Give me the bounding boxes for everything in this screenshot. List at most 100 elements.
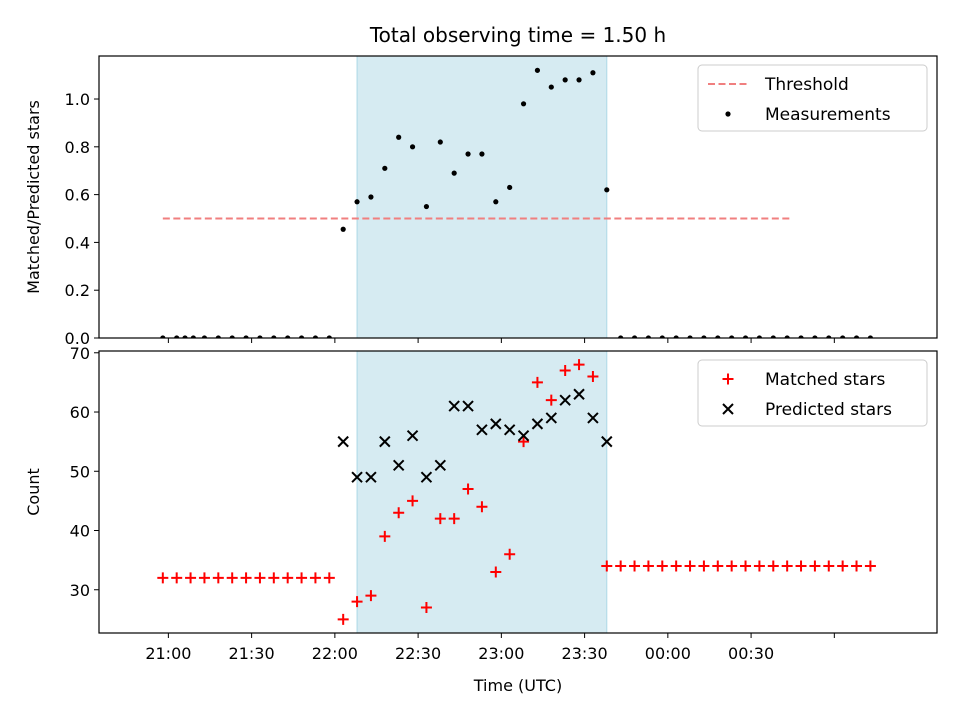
matched-star-point <box>157 572 169 584</box>
x-tick-label: 00:30 <box>728 644 774 663</box>
measurement-point <box>285 335 291 338</box>
matched-star-point <box>684 560 696 572</box>
measurement-point <box>784 335 790 338</box>
measurement-point <box>618 335 624 338</box>
x-tick-label: 21:30 <box>229 644 275 663</box>
predicted-star-point <box>517 430 530 442</box>
measurement-point <box>437 139 443 145</box>
measurement-point <box>631 335 638 338</box>
measurement-point <box>840 335 846 338</box>
series-matched-stars <box>157 359 876 625</box>
legend-entry-label: Predicted stars <box>765 400 892 420</box>
matched-star-point <box>601 560 613 572</box>
ratio-y-tick-label: 0.4 <box>65 233 90 252</box>
count-y-axis-label: Count <box>24 468 43 516</box>
predicted-star-point <box>601 435 613 448</box>
predicted-star-point <box>434 459 447 472</box>
plot-area <box>157 351 876 633</box>
predicted-star-point <box>351 471 363 483</box>
x-tick-label: 23:00 <box>478 644 524 663</box>
legend-entry-label: Threshold <box>764 75 849 95</box>
measurement-point <box>298 335 305 338</box>
matched-star-point <box>656 560 668 572</box>
matched-star-point <box>323 572 335 584</box>
measurement-point <box>326 335 332 338</box>
measurement-point <box>604 187 610 193</box>
measurement-point <box>340 226 346 232</box>
matched-star-point <box>767 560 779 572</box>
series-predicted-stars <box>337 388 613 483</box>
matched-star-point <box>393 507 405 519</box>
matched-star-point <box>587 370 599 382</box>
series-measurements <box>160 67 874 338</box>
matched-star-point <box>420 602 432 614</box>
matched-star-point <box>268 572 280 584</box>
measurement-point <box>312 335 319 338</box>
measurement-point <box>229 335 235 338</box>
matched-star-point <box>712 560 724 572</box>
predicted-star-point <box>462 400 474 412</box>
legend-box <box>697 64 928 132</box>
matched-star-point <box>476 501 488 513</box>
matched-star-point <box>171 572 183 584</box>
matched-star-point <box>573 359 585 371</box>
ratio-panel: 0.0 0.2 0.4 0.6 0.8 1.0 Matched/Predicted star… <box>24 55 938 348</box>
predicted-star-point <box>503 424 516 436</box>
matched-star-point <box>407 495 419 507</box>
ratio-y-axis-label: Matched/Predicted stars <box>24 100 43 294</box>
observing-span <box>357 56 607 338</box>
measurement-point <box>729 335 735 338</box>
matched-star-point <box>670 560 682 572</box>
matched-star-point <box>226 572 238 584</box>
matched-star-point <box>282 572 294 584</box>
measurement-point <box>659 335 665 338</box>
measurement-point <box>409 144 416 150</box>
matched-star-point <box>531 376 543 388</box>
count-y-tick-label: 70 <box>70 344 90 363</box>
ratio-y-tick-label: 0.6 <box>65 186 90 205</box>
matched-star-point <box>434 513 446 525</box>
ratio-y-tick-label: 1.0 <box>65 90 90 109</box>
matched-star-point <box>753 560 765 572</box>
legend-entry-label: Matched stars <box>765 370 885 390</box>
predicted-star-point <box>406 430 419 442</box>
predicted-star-point <box>587 412 599 424</box>
matched-star-point <box>296 572 308 584</box>
measurement-point <box>715 335 721 338</box>
count-panel: 21:00 21:30 22:00 22:30 23:00 23:30 00:00 00:30… <box>24 344 938 663</box>
measurement-point <box>423 203 430 210</box>
predicted-star-point <box>573 388 585 400</box>
matched-star-point <box>740 560 752 572</box>
measurement-point <box>562 77 568 83</box>
matched-star-point <box>615 560 627 572</box>
count-y-tick-label: 60 <box>70 403 90 422</box>
measurement-point <box>368 194 374 200</box>
measurement-point <box>271 335 277 338</box>
predicted-star-point <box>365 471 377 483</box>
measurement-point <box>534 67 541 73</box>
measurement-point <box>520 101 527 107</box>
legend: Threshold Measurements <box>697 64 928 132</box>
x-tick-label: 22:30 <box>395 644 441 663</box>
matched-star-point <box>781 560 793 572</box>
measurement-point <box>182 335 188 338</box>
legend-matched-swatch <box>722 373 734 385</box>
measurement-point <box>867 335 874 338</box>
legend-entry-label: Measurements <box>765 105 891 125</box>
observing-span <box>357 351 607 633</box>
matched-star-point <box>518 436 530 448</box>
matched-star-point <box>462 483 474 495</box>
matched-star-point <box>448 513 460 525</box>
measurement-point <box>201 335 208 338</box>
measurement-point <box>742 335 749 338</box>
measurement-point <box>507 184 513 191</box>
matched-star-point <box>351 596 363 608</box>
predicted-star-point <box>545 412 558 424</box>
measurement-point <box>243 335 249 338</box>
ratio-y-tick-label: 0.2 <box>65 281 90 300</box>
legend-measurement-swatch <box>725 111 731 117</box>
matched-star-point <box>823 560 835 572</box>
matched-star-point <box>726 560 738 572</box>
count-y-tick-label: 40 <box>70 522 90 541</box>
